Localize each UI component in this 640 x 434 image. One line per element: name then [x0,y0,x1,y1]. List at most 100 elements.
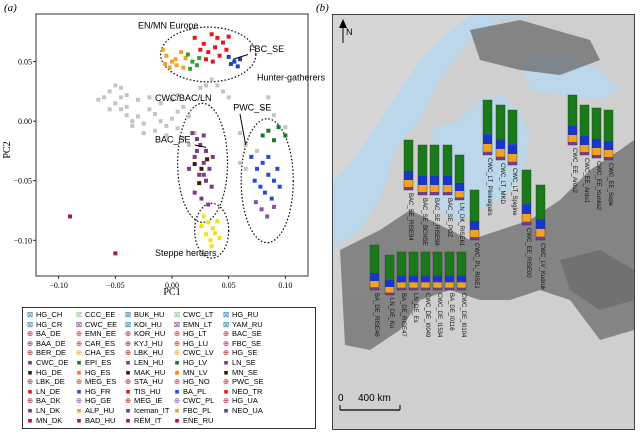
admixture-segment [470,221,479,230]
data-point [164,133,169,138]
admixture-segment [433,275,442,283]
admixture-segment [445,252,454,276]
admixture-segment [592,155,601,158]
legend-entry: ⊕ STA_HU [124,378,163,386]
sample-label: CWC_EE_Sope [607,163,613,207]
annotation: PWC_SE [233,102,271,112]
x-tick-label: −0.10 [49,281,68,290]
legend-label: EPI_ES [85,358,112,367]
y-tick-label: 0.00 [18,117,32,126]
admixture-bar-outline [507,109,518,166]
legend-label: YAM_RU [232,319,263,329]
data-point [119,95,123,100]
admixture-segment [385,279,394,287]
legend-marker: ⊕ [222,377,230,387]
admixture-bar-outline [591,107,602,159]
data-point [260,133,265,138]
admixture-bar-outline [396,251,407,291]
legend-label: HG_NO [183,377,210,387]
admixture-bar-outline [403,139,414,191]
data-point [136,97,140,102]
legend-label: MEG_ES [85,377,117,387]
legend-entry: ⊕ HG_GE [75,397,111,405]
legend-entry: ■ MN_LV [173,368,208,377]
admixture-segment [430,185,439,192]
legend-label: EMN_EE [85,329,116,339]
data-point [147,95,152,100]
admixture-bar [403,139,414,191]
data-point [119,107,123,112]
map: BA_DE_RISE46 LN_DE_Ku BA_DE_RISE47 LN_DE_Es… [332,14,635,430]
legend-label: CWC_DE [36,358,69,367]
legend-label: CHA_ES [85,348,116,358]
admixture-segment [445,282,454,288]
legend-entry: ⊕ LBK_HU [124,349,163,357]
legend-label: HG_UA [232,396,258,406]
admixture-segment [483,144,492,152]
legend-marker: ⊕ [26,329,34,339]
data-point [164,53,169,58]
data-point [170,59,174,64]
data-point [283,125,288,130]
admixture-segment [604,141,613,150]
admixture-bar [507,109,518,166]
legend-label: KOI_HU [134,319,162,329]
admixture-segment [370,272,379,281]
data-point [206,202,211,207]
legend-entry: ⊕ HG_NO [173,378,210,386]
admixture-segment [418,145,427,176]
legend-marker: ■ [125,358,131,367]
legend-entry: ■ HG_DE [26,368,62,377]
admixture-bar [579,104,590,156]
admixture-bar [442,144,453,196]
legend-marker: ⊕ [75,338,83,348]
legend-marker: ■ [76,415,82,425]
data-point [198,143,203,147]
data-point [232,59,237,64]
admixture-bar-outline [521,169,532,226]
legend-entry: ⊕ KOR_HU [124,330,165,338]
data-point [187,166,191,171]
admixture-bar [429,144,440,196]
pca-ticks: −0.10 −0.05 0.00 0.05 0.10 0.05 0.00 −0.05 −0.10 [13,58,292,290]
map-frame [332,14,635,430]
data-point [255,148,259,153]
x-tick-label: 0.00 [165,281,179,290]
legend-marker: ■ [76,367,82,377]
legend-entry: ⊕ HG_LT [173,330,207,338]
admixture-segment [580,145,589,152]
data-point [113,83,118,88]
data-point [238,131,242,136]
legend-marker: ⊕ [26,348,34,358]
data-point [226,54,231,59]
legend-entry: ■ LEN_HU [124,359,164,367]
legend-entry: ■ HG_LV [173,359,207,367]
shaded-region-east [560,250,634,310]
sample-label: LN_DE_Es [412,293,418,323]
sample-label: CWC_EE_Ardu2 [571,148,577,194]
sample-label: CWC_LV_Kudruk [539,243,545,291]
admixture-segment [568,142,577,145]
legend-marker: ■ [27,406,33,415]
legend-entry: ■ NEO_TR [222,387,263,396]
legend-entry: ⊕ CHA_ES [75,349,115,357]
data-point [215,83,220,88]
legend-entry: ⊕ KYJ_HU [124,339,163,348]
data-point [141,131,146,136]
legend-entry: ■ BAD_HU [75,415,116,425]
admixture-bar [521,169,532,226]
data-point [175,126,180,131]
admixture-bar [591,107,602,159]
admixture-segment [443,185,452,192]
data-point [201,133,206,138]
data-point [283,133,288,138]
legend-entry: ⊠ EMN_LT [173,320,212,329]
data-point [158,101,163,106]
data-point [209,184,214,189]
legend-marker: ⊕ [124,348,132,358]
data-point [181,65,186,70]
data-point [253,200,258,205]
legend-entry: ⊠ CCC_EE [75,311,116,319]
data-point [183,56,188,61]
legend-marker: ■ [174,406,180,415]
